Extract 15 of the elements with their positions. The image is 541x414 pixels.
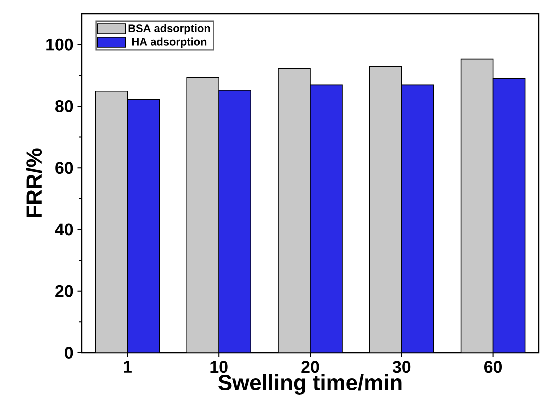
x-tick-label: 10 <box>210 361 228 374</box>
y-tick-label: 80 <box>56 100 74 112</box>
y-tick-label: 100 <box>46 38 74 51</box>
x-tick-label: 30 <box>392 361 411 374</box>
legend-label: HA adsorption <box>132 38 207 48</box>
y-tick-label: 60 <box>56 162 74 174</box>
x-tick-label: 1 <box>124 361 132 373</box>
x-tick-label: 20 <box>302 361 320 374</box>
y-tick-label: 20 <box>56 285 74 298</box>
y-tick-label: 40 <box>55 224 74 236</box>
legend-label: BSA adsorption <box>128 24 210 35</box>
x-tick-label: 60 <box>484 361 502 374</box>
y-tick-label: 0 <box>65 347 74 359</box>
x-axis-title: Swelling time/min <box>218 374 402 395</box>
y-axis-title: FRR/% <box>26 148 42 218</box>
